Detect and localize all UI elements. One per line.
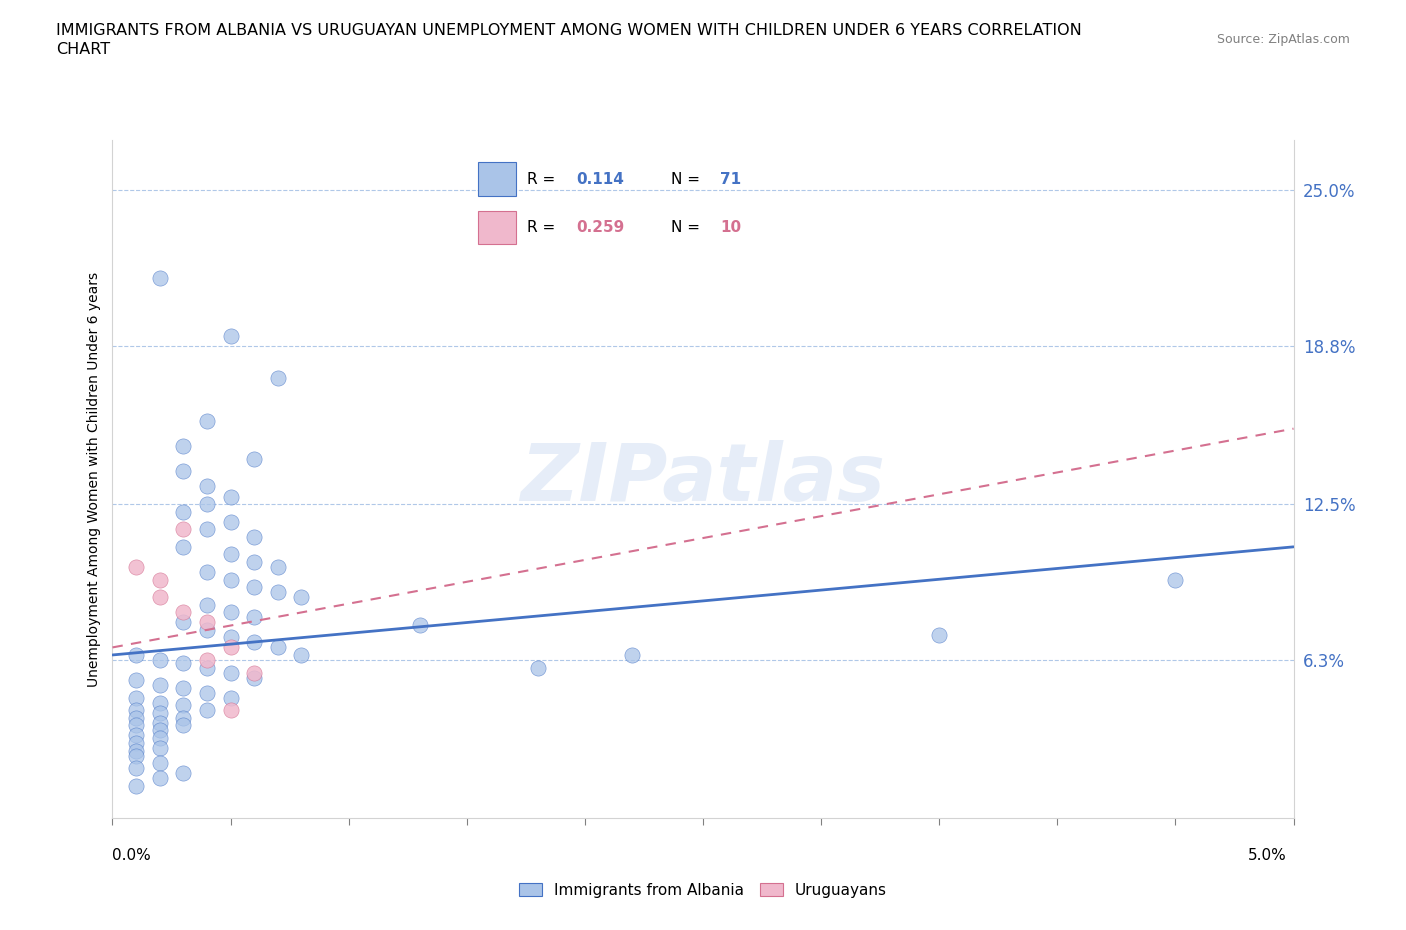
Point [195,497,218,512]
Point [243,451,266,466]
Point [290,590,312,604]
Point [219,703,242,718]
Point [149,653,172,668]
Point [125,703,148,718]
Point [125,728,148,743]
Point [172,522,194,537]
Point [149,590,172,604]
Point [243,635,266,650]
Point [195,615,218,630]
Point [149,756,172,771]
Point [267,640,290,655]
Point [149,715,172,730]
Point [125,743,148,758]
Text: 5.0%: 5.0% [1247,848,1286,863]
Point [149,572,172,587]
Point [172,655,194,670]
Point [125,560,148,575]
Point [195,703,218,718]
Point [195,597,218,612]
Point [149,723,172,737]
Legend: Immigrants from Albania, Uruguayans: Immigrants from Albania, Uruguayans [513,876,893,904]
Point [149,271,172,286]
Point [125,761,148,776]
Text: Source: ZipAtlas.com: Source: ZipAtlas.com [1216,33,1350,46]
Point [243,610,266,625]
Point [219,489,242,504]
Point [149,771,172,786]
Point [195,660,218,675]
Point [195,414,218,429]
Text: IMMIGRANTS FROM ALBANIA VS URUGUAYAN UNEMPLOYMENT AMONG WOMEN WITH CHILDREN UNDE: IMMIGRANTS FROM ALBANIA VS URUGUAYAN UNE… [56,23,1083,38]
Point [172,604,194,619]
Point [172,698,194,712]
Point [267,560,290,575]
Point [526,660,548,675]
Point [125,748,148,763]
Point [243,665,266,680]
Point [125,690,148,705]
Point [219,640,242,655]
Text: ZIPatlas: ZIPatlas [520,440,886,518]
Point [195,479,218,494]
Point [219,514,242,529]
Text: 0.0%: 0.0% [112,848,152,863]
Point [219,328,242,343]
Point [172,504,194,519]
Point [219,630,242,644]
Point [149,696,172,711]
Point [621,647,644,662]
Point [172,765,194,780]
Point [408,618,430,632]
Point [267,585,290,600]
Point [928,628,950,643]
Point [125,647,148,662]
Point [243,529,266,544]
Point [125,672,148,687]
Point [172,711,194,725]
Point [125,736,148,751]
Point [172,718,194,733]
Point [172,615,194,630]
Point [219,547,242,562]
Point [125,778,148,793]
Point [195,522,218,537]
Point [195,565,218,579]
Point [172,539,194,554]
Point [219,690,242,705]
Point [149,678,172,693]
Point [290,647,312,662]
Point [195,622,218,637]
Point [172,439,194,454]
Point [219,604,242,619]
Point [219,665,242,680]
Point [125,718,148,733]
Point [267,371,290,386]
Y-axis label: Unemployment Among Women with Children Under 6 years: Unemployment Among Women with Children U… [87,272,101,686]
Point [149,705,172,720]
Point [1164,572,1187,587]
Point [243,554,266,569]
Point [195,653,218,668]
Point [149,740,172,755]
Point [125,711,148,725]
Point [172,464,194,479]
Point [172,680,194,695]
Point [195,685,218,700]
Point [243,671,266,685]
Text: CHART: CHART [56,42,110,57]
Point [219,572,242,587]
Point [243,579,266,594]
Point [149,730,172,745]
